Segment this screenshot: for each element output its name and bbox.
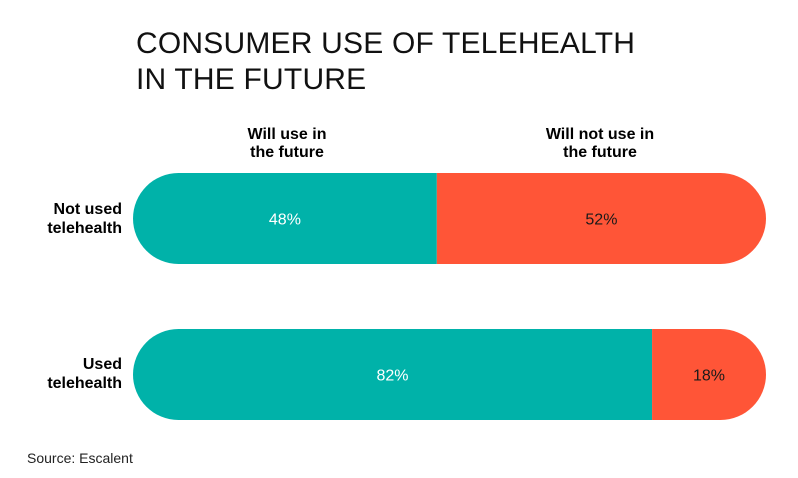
bar-row-0 <box>133 173 766 264</box>
data-label-1-0: 82% <box>377 368 409 385</box>
bar-segment-0-1 <box>436 173 766 264</box>
chart-title-line-2: IN THE FUTURE <box>136 63 367 96</box>
chart-title-line-1: CONSUMER USE OF TELEHEALTH <box>136 27 636 60</box>
category-label-used-line-2: telehealth <box>47 375 122 392</box>
bar-segment-1-0 <box>133 329 653 420</box>
series-label-will-not-use-line-2: the future <box>563 144 637 161</box>
series-label-will-use-line-1: Will use in <box>247 126 327 143</box>
category-label-not-used-line-1: Not used <box>53 201 122 218</box>
bar-segment-1-1 <box>652 329 766 420</box>
data-label-0-1: 52% <box>585 212 617 229</box>
series-label-will-use: Will use in the future <box>222 126 352 162</box>
category-label-not-used: Not used telehealth <box>10 200 122 238</box>
series-label-will-not-use: Will not use in the future <box>520 126 680 162</box>
data-label-0-0: 48% <box>269 212 301 229</box>
category-label-not-used-line-2: telehealth <box>47 220 122 237</box>
chart-title: CONSUMER USE OF TELEHEALTH IN THE FUTURE <box>136 26 635 98</box>
series-label-will-not-use-line-1: Will not use in <box>545 126 655 143</box>
bar-segment-0-0 <box>133 173 437 264</box>
bar-row-1 <box>133 329 766 420</box>
category-label-used-line-1: Used <box>82 356 122 373</box>
source-note: Source: Escalent <box>27 450 133 466</box>
category-label-used: Used telehealth <box>10 355 122 393</box>
series-label-will-use-line-2: the future <box>250 144 324 161</box>
data-label-1-1: 18% <box>693 368 725 385</box>
